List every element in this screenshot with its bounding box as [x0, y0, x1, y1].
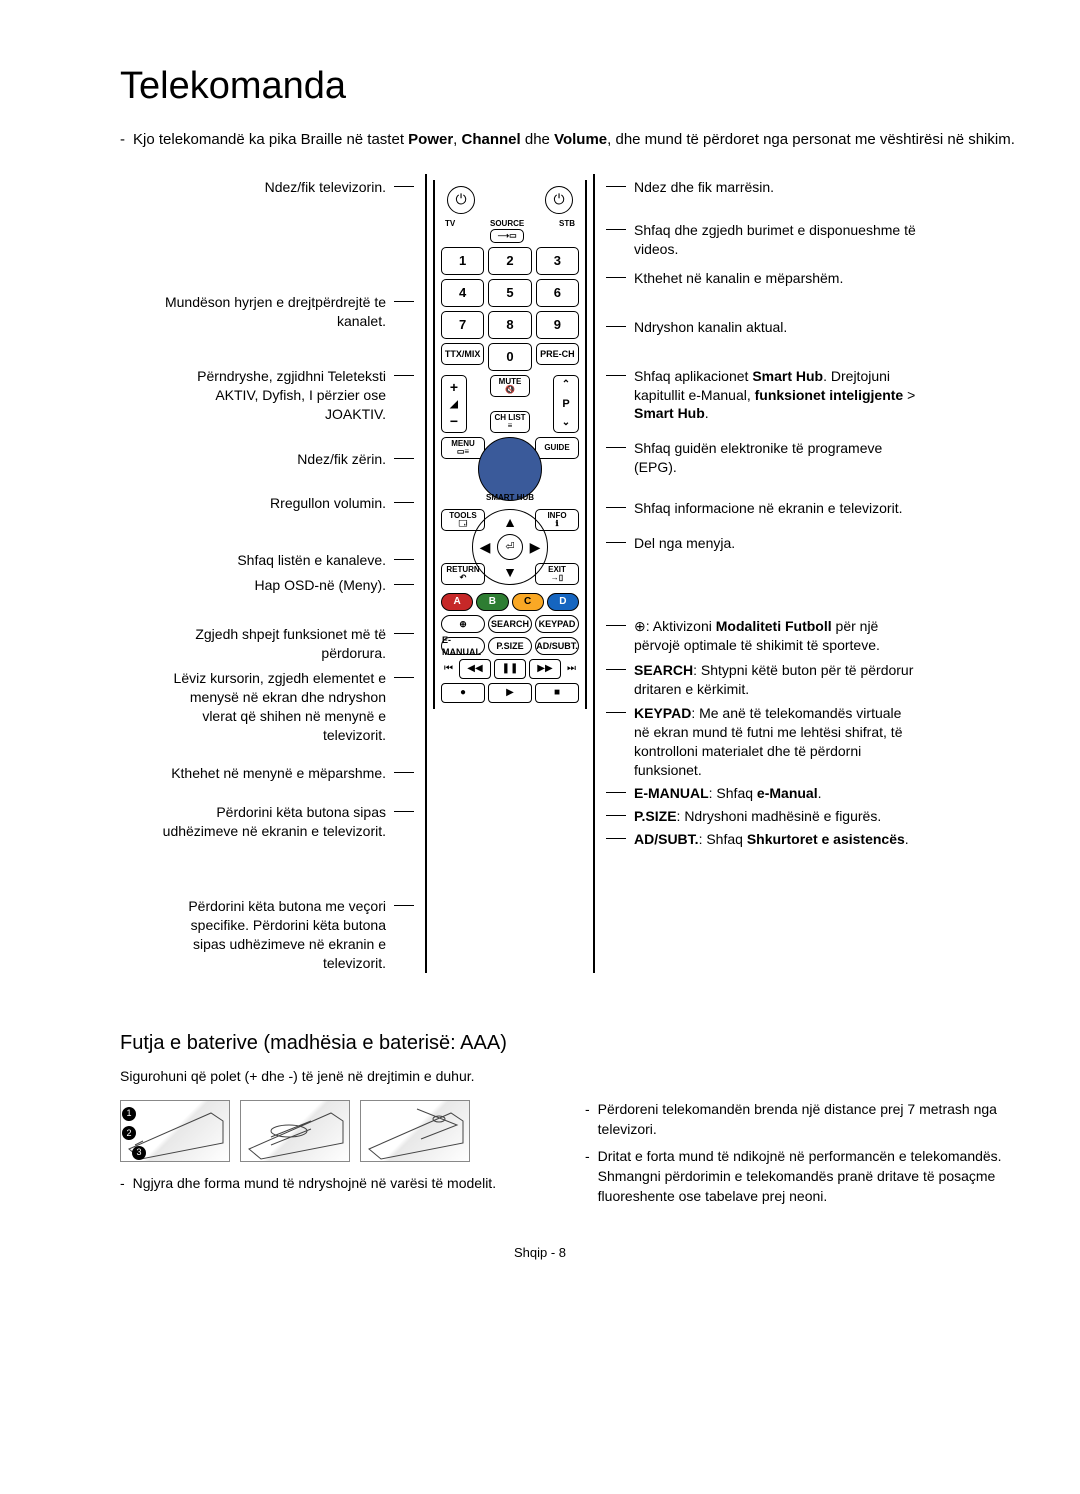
- power-tv-button[interactable]: ⏻: [447, 186, 475, 214]
- right-label-0: Ndez dhe fik marrësin.: [616, 178, 920, 197]
- skip-back-icon: ⏮: [441, 659, 456, 679]
- left-label-5: Shfaq listën e kanaleve.: [160, 551, 404, 570]
- right-arrow-icon: ▶: [530, 538, 541, 558]
- prech-button[interactable]: PRE-CH: [536, 343, 579, 365]
- skip-fwd-icon: ⏭: [564, 659, 579, 679]
- battery-bullet-1: -Dritat e forta mund të ndikojnë në perf…: [585, 1147, 1020, 1206]
- color-d-button[interactable]: D: [547, 593, 579, 611]
- num-1[interactable]: 1: [441, 247, 484, 275]
- chlist-button[interactable]: CH LIST≡: [490, 411, 530, 433]
- left-label-11: Përdorini këta butona me veçori specifik…: [160, 897, 404, 973]
- battery-subtitle: Sigurohuni që polet (+ dhe -) të jenë në…: [120, 1067, 1020, 1087]
- mute-button[interactable]: MUTE🔇: [490, 375, 530, 397]
- power-stb-button[interactable]: ⏻: [545, 186, 573, 214]
- pause-button[interactable]: ❚❚: [494, 659, 526, 679]
- battery-images: 1 2 3: [120, 1100, 555, 1162]
- right-label-4: Shfaq aplikacionet Smart Hub. Drejtojuni…: [616, 367, 920, 424]
- color-c-button[interactable]: C: [512, 593, 544, 611]
- num-7[interactable]: 7: [441, 311, 484, 339]
- right-label-10: KEYPAD: Me anë të telekomandës virtuale …: [616, 704, 920, 780]
- guide-button[interactable]: GUIDE: [535, 437, 579, 459]
- step-badge-3: 3: [132, 1146, 146, 1160]
- right-label-1: Shfaq dhe zgjedh burimet e disponueshme …: [616, 221, 920, 259]
- num-5[interactable]: 5: [488, 279, 531, 307]
- left-label-4: Rregullon volumin.: [160, 494, 404, 513]
- left-label-7: Zgjedh shpejt funksionet më të përdorura…: [160, 625, 404, 663]
- volume-rocker[interactable]: + ◢ −: [441, 375, 467, 433]
- record-button[interactable]: ●: [441, 683, 485, 703]
- smarthub-label: SMART HUB: [441, 492, 579, 503]
- left-label-10: Përdorini këta butona sipas udhëzimeve n…: [160, 803, 404, 841]
- intro-note: - Kjo telekomandë ka pika Braille në tas…: [120, 129, 1020, 150]
- up-arrow-icon: ▲: [503, 513, 517, 533]
- ffwd-button[interactable]: ▶▶: [529, 659, 561, 679]
- num-2[interactable]: 2: [488, 247, 531, 275]
- play-button[interactable]: ▶: [488, 683, 532, 703]
- keypad-button[interactable]: KEYPAD: [535, 615, 579, 633]
- right-label-9: SEARCH: Shtypni këtë buton për të përdor…: [616, 661, 920, 699]
- battery-note-left: -Ngjyra dhe forma mund të ndryshojnë në …: [120, 1174, 555, 1194]
- page-footer: Shqip - 8: [60, 1244, 1020, 1262]
- num-8[interactable]: 8: [488, 311, 531, 339]
- nav-dpad[interactable]: ▲ ◀ ⏎ ▶ ▼: [472, 509, 548, 585]
- emanual-button[interactable]: E-MANUAL: [441, 637, 485, 655]
- right-label-3: Ndryshon kanalin aktual.: [616, 318, 920, 337]
- left-labels: Ndez/fik televizorin. Mundëson hyrjen e d…: [160, 174, 420, 972]
- battery-section: Futja e baterive (madhësia e baterisë: A…: [120, 1029, 1020, 1215]
- ok-button[interactable]: ⏎: [497, 534, 523, 560]
- source-label: SOURCE: [490, 218, 524, 229]
- num-4[interactable]: 4: [441, 279, 484, 307]
- stop-button[interactable]: ■: [535, 683, 579, 703]
- stb-label: STB: [559, 218, 575, 243]
- adsubt-button[interactable]: AD/SUBT.: [535, 637, 579, 655]
- step-badge-2: 2: [122, 1126, 136, 1140]
- right-label-2: Kthehet në kanalin e mëparshëm.: [616, 269, 920, 288]
- left-arrow-icon: ◀: [480, 538, 491, 558]
- left-label-0: Ndez/fik televizorin.: [160, 178, 404, 197]
- num-3[interactable]: 3: [536, 247, 579, 275]
- left-label-6: Hap OSD-në (Meny).: [160, 576, 404, 595]
- intro-text: Kjo telekomandë ka pika Braille në taste…: [133, 129, 1015, 150]
- dash: -: [120, 129, 125, 150]
- left-label-3: Ndez/fik zërin.: [160, 450, 404, 469]
- num-0[interactable]: 0: [488, 343, 531, 371]
- page-title: Telekomanda: [120, 60, 1020, 113]
- left-label-2: Përndryshe, zgjidhni Teleteksti AKTIV, D…: [160, 367, 404, 424]
- remote-control: ⏻ ⏻ TV SOURCE ⟶▭ STB 1 2 3: [425, 174, 595, 972]
- left-label-9: Kthehet në menynë e mëparshme.: [160, 764, 404, 783]
- right-label-13: AD/SUBT.: Shfaq Shkurtoret e asistencës.: [616, 830, 920, 849]
- num-9[interactable]: 9: [536, 311, 579, 339]
- battery-bullet-0: -Përdoreni telekomandën brenda një dista…: [585, 1100, 1020, 1139]
- right-label-5: Shfaq guidën elektronike të programeve (…: [616, 439, 920, 477]
- psize-button[interactable]: P.SIZE: [488, 637, 532, 655]
- menu-button[interactable]: MENU▭≡: [441, 437, 485, 459]
- battery-step-3: [360, 1100, 470, 1162]
- num-6[interactable]: 6: [536, 279, 579, 307]
- left-label-1: Mundëson hyrjen e drejtpërdrejtë te kana…: [160, 293, 404, 331]
- search-button[interactable]: SEARCH: [488, 615, 532, 633]
- football-button[interactable]: ⊕: [441, 615, 485, 633]
- right-label-12: P.SIZE: Ndryshoni madhësinë e figurës.: [616, 807, 920, 826]
- color-a-button[interactable]: A: [441, 593, 473, 611]
- battery-step-2: [240, 1100, 350, 1162]
- right-label-11: E-MANUAL: Shfaq e-Manual.: [616, 784, 920, 803]
- down-arrow-icon: ▼: [503, 563, 517, 583]
- remote-diagram: Ndez/fik televizorin. Mundëson hyrjen e d…: [60, 174, 1020, 972]
- rewind-button[interactable]: ◀◀: [459, 659, 491, 679]
- left-label-8: Lëviz kursorin, zgjedh elementet e menys…: [160, 669, 404, 745]
- right-labels: Ndez dhe fik marrësin. Shfaq dhe zgjedh b…: [600, 174, 920, 972]
- ttx-button[interactable]: TTX/MIX: [441, 343, 484, 365]
- tv-label: TV: [445, 218, 455, 243]
- step-badge-1: 1: [122, 1107, 136, 1121]
- right-label-7: Del nga menyja.: [616, 534, 920, 553]
- color-b-button[interactable]: B: [476, 593, 508, 611]
- battery-title: Futja e baterive (madhësia e baterisë: A…: [120, 1029, 1020, 1057]
- channel-rocker[interactable]: ⌃ P ⌄: [553, 375, 579, 433]
- right-label-6: Shfaq informacione në ekranin e televizo…: [616, 499, 920, 518]
- right-label-8: ⊕: Aktivizoni Modaliteti Futboll për një…: [616, 617, 920, 655]
- source-button[interactable]: ⟶▭: [490, 229, 524, 243]
